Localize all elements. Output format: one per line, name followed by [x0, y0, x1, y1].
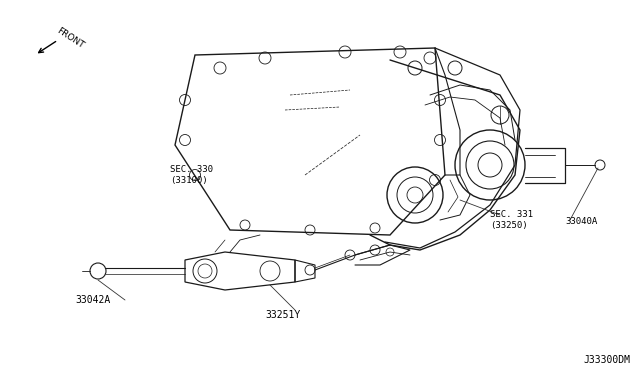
Text: SEC. 331
(33250): SEC. 331 (33250)	[490, 210, 533, 230]
Text: 33251Y: 33251Y	[265, 310, 300, 320]
Text: J33300DM: J33300DM	[583, 355, 630, 365]
Text: FRONT: FRONT	[55, 26, 86, 50]
Text: 33042A: 33042A	[75, 295, 110, 305]
Text: SEC. 330
(33100): SEC. 330 (33100)	[170, 165, 213, 185]
Text: 33040A: 33040A	[565, 218, 597, 227]
